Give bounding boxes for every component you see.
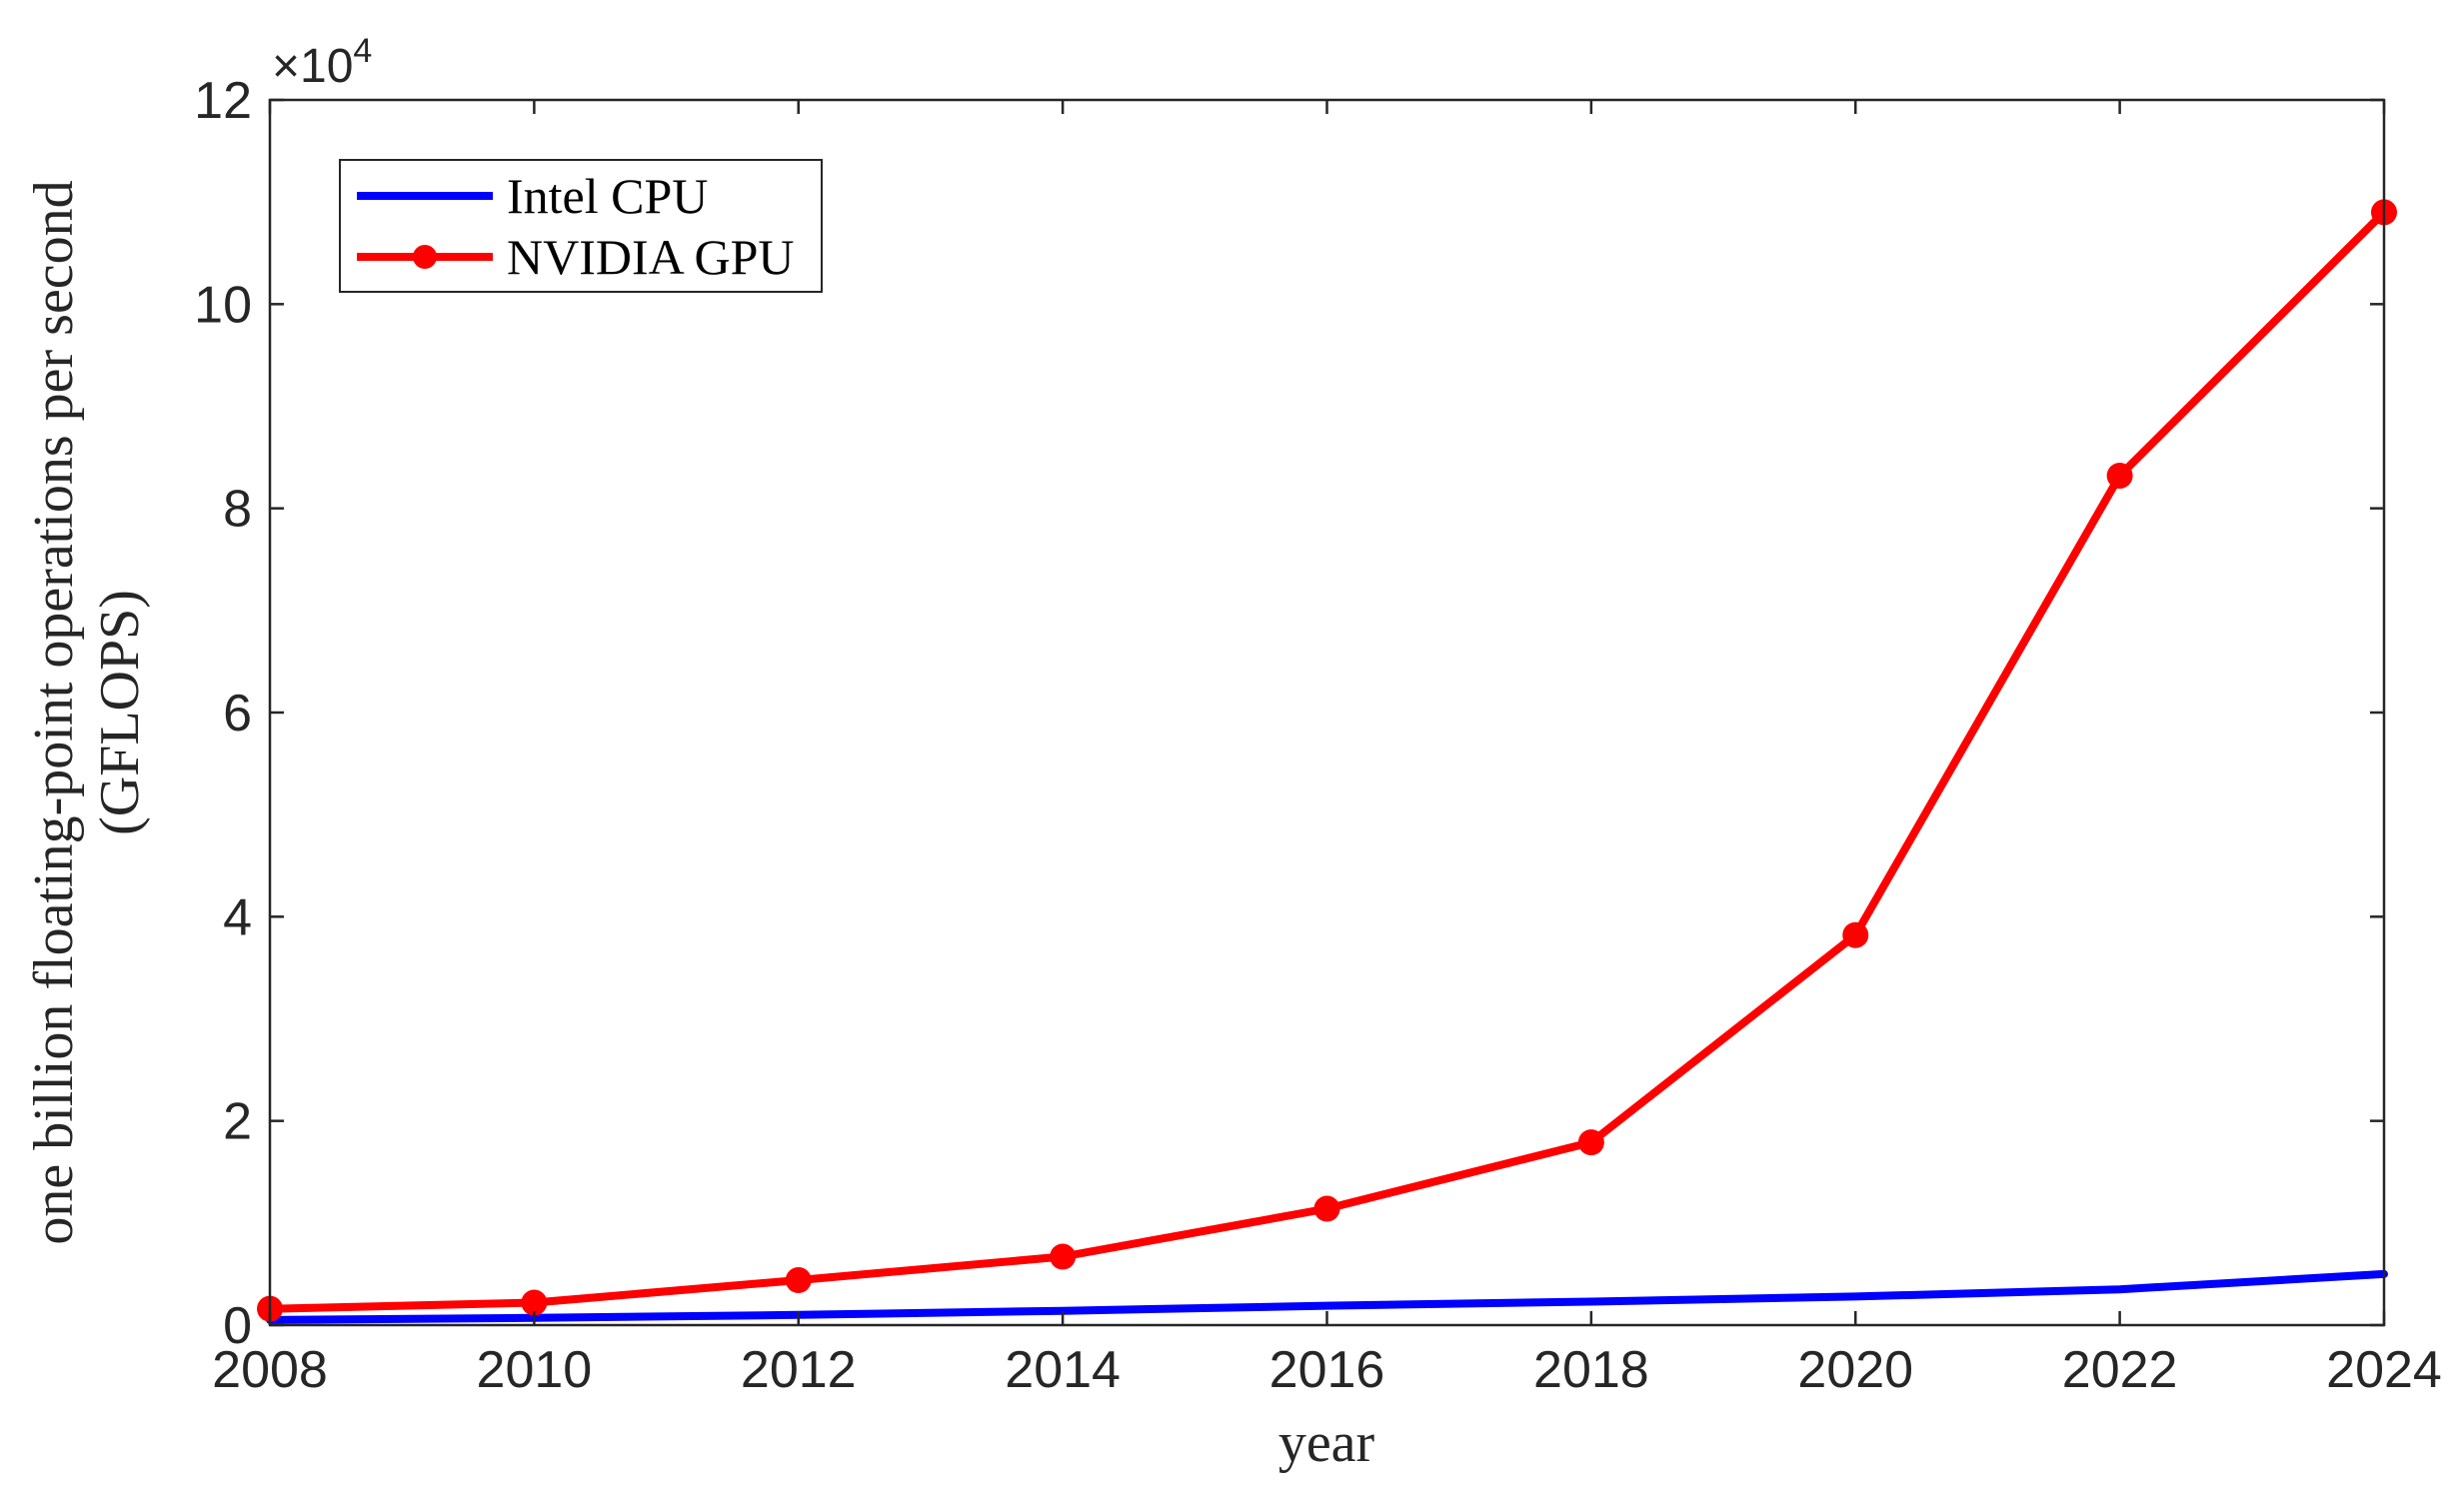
y-tick-label: 4 xyxy=(223,888,252,946)
series-line-intel-cpu xyxy=(266,1269,2388,1324)
legend-box xyxy=(339,159,823,293)
data-point-nvidia-gpu xyxy=(785,1267,812,1294)
legend-label-nvidia-gpu: NVIDIA GPU xyxy=(507,229,795,285)
x-tick-label: 2022 xyxy=(2062,1341,2178,1399)
data-point-nvidia-gpu xyxy=(1313,1195,1340,1222)
data-point-nvidia-gpu xyxy=(2106,462,2133,489)
y-tick-label: 2 xyxy=(223,1093,252,1151)
x-tick-label: 2018 xyxy=(1533,1341,1649,1399)
y-axis-title-line2: (GFLOPS) xyxy=(89,590,151,835)
y-axis-title-line1: one billion floating-point operations pe… xyxy=(23,180,85,1244)
legend: Intel CPU NVIDIA GPU xyxy=(339,159,823,293)
x-axis-title: year xyxy=(1278,1412,1375,1474)
y-exponent-prefix: ×10 xyxy=(272,40,353,93)
y-exponent-label: ×104 xyxy=(272,32,372,93)
data-point-nvidia-gpu xyxy=(1842,921,1869,948)
x-tick-label: 2008 xyxy=(212,1341,328,1399)
y-tick-label: 8 xyxy=(223,481,252,539)
data-point-nvidia-gpu xyxy=(1050,1243,1077,1270)
legend-marker-nvidia-gpu xyxy=(413,245,437,269)
x-tick-label: 2010 xyxy=(477,1341,593,1399)
x-tick-label: 2024 xyxy=(2326,1341,2442,1399)
legend-label-intel-cpu: Intel CPU xyxy=(507,168,708,224)
y-tick-label: 0 xyxy=(223,1297,252,1355)
x-tick-label: 2020 xyxy=(1797,1341,1913,1399)
y-tick-label: 6 xyxy=(223,685,252,743)
x-tick-label: 2014 xyxy=(1005,1341,1121,1399)
data-point-nvidia-gpu xyxy=(521,1289,548,1316)
y-tick-label: 10 xyxy=(194,276,252,334)
y-tick-label: 12 xyxy=(194,72,252,130)
x-tick-label: 2012 xyxy=(741,1341,857,1399)
plot-area xyxy=(270,100,2384,1325)
ticks-layer: 2008 2010 2012 2014 2016 2018 2020 2022 2024 0 2 4 6… xyxy=(194,72,2442,1399)
x-tick-label: 2016 xyxy=(1269,1341,1385,1399)
data-point-nvidia-gpu xyxy=(1577,1129,1604,1156)
y-exponent-power: 4 xyxy=(353,32,372,70)
